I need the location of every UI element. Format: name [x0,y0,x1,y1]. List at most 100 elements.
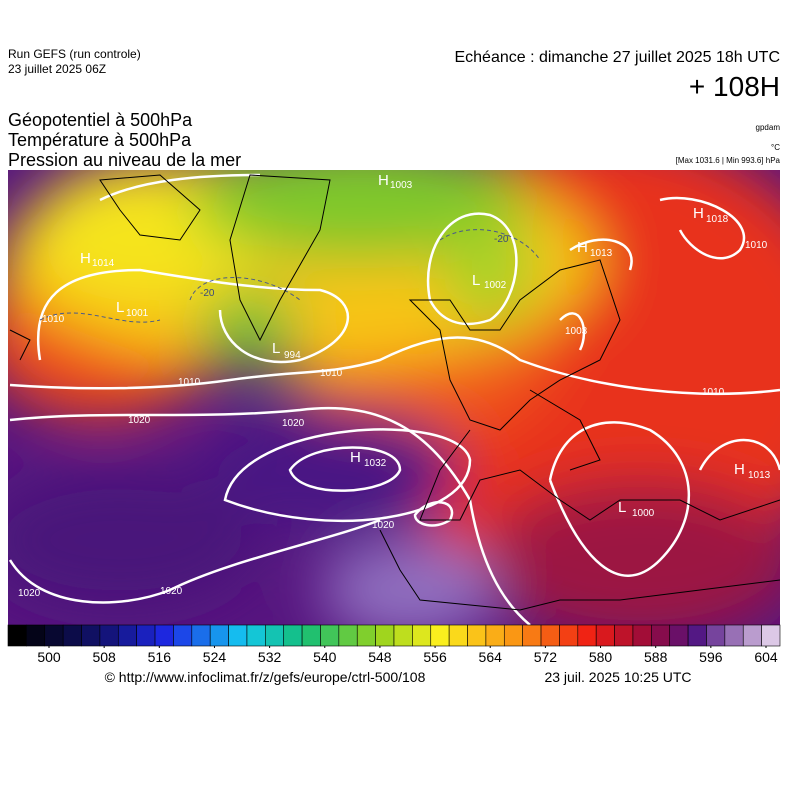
lead-time: + 108H [689,71,780,102]
colorbar-cell [540,624,560,647]
temperature-label: -20 [494,234,509,245]
colorbar-cell [26,624,46,647]
run-date: 23 juillet 2025 06Z [8,62,106,76]
range: [Max 1031.6 | Min 993.6] hPa [676,156,781,165]
colorbar-cell [7,624,27,647]
colorbar-cell [724,624,744,647]
center-symbol: L [116,299,124,316]
generated: 23 juil. 2025 10:25 UTC [544,669,691,685]
isobar-label: 1020 [160,586,183,597]
colorbar-label: 532 [258,649,282,665]
center-value: 1003 [390,180,413,191]
colorbar-cell [44,624,64,647]
colorbar-cell [430,624,450,647]
center-value: 1002 [484,280,507,291]
colorbar-cell [154,624,174,647]
colorbar-cell [448,624,468,647]
colorbar-cell [614,624,634,647]
center-symbol: H [734,461,745,478]
colorbar-cell [191,624,211,647]
source: © http://www.infoclimat.fr/z/gefs/europe… [105,669,426,685]
isobar-label: 1020 [282,418,305,429]
colorbar-label: 572 [534,649,558,665]
colorbar-label: 548 [368,649,392,665]
isobar-label: 1010 [178,377,201,388]
colorbar-cell [761,624,781,647]
colorbar-cell [117,624,137,647]
colorbar-cell [595,624,615,647]
center-symbol: L [472,272,480,289]
center-symbol: L [272,340,280,357]
colorbar-cell [632,624,652,647]
map [8,170,780,625]
colorbar-label: 500 [37,649,61,665]
colorbar-label: 516 [148,649,172,665]
colorbar-label: 604 [754,649,778,665]
colorbar-cell [136,624,156,647]
colorbar-cell [412,624,432,647]
center-value: 1003 [565,326,588,337]
colorbar-cell [62,624,82,647]
isobar-label: 1020 [128,415,151,426]
colorbar: 500 508 516 524 532 540 548 556 564 572 580 588 596 6… [7,624,781,665]
colorbar-cell [706,624,726,647]
colorbar-cell [559,624,579,647]
colorbar-label: 564 [479,649,503,665]
colorbar-cell [577,624,597,647]
run: Run GEFS (run controle) [8,47,141,61]
unit: °C [771,143,780,152]
echeance: Echéance : dimanche 27 juillet 2025 18h … [454,49,780,66]
center-value: 1018 [706,214,729,225]
colorbar-cell [356,624,376,647]
center-symbol: H [80,250,91,267]
colorbar-cell [485,624,505,647]
unit: gpdam [756,123,781,132]
colorbar-cell [503,624,523,647]
temperature-label: -20 [200,288,215,299]
colorbar-cell [246,624,266,647]
center-value: 994 [284,350,301,361]
isobar-label: 1020 [372,520,395,531]
colorbar-cell [228,624,248,647]
center-symbol: H [378,172,389,189]
title: Pression au niveau de la mer [8,150,241,170]
colorbar-label: 580 [589,649,613,665]
isobar-label: 1010 [320,368,343,379]
colorbar-label: 540 [313,649,337,665]
isobar-label: 1020 [18,588,41,599]
center-symbol: H [693,205,704,222]
colorbar-cell [375,624,395,647]
center-value: 1013 [590,248,613,259]
colorbar-cell [393,624,413,647]
center-symbol: H [577,239,588,256]
colorbar-cell [173,624,193,647]
center-value: 1013 [748,470,771,481]
colorbar-label: 524 [203,649,227,665]
colorbar-cell [467,624,487,647]
isobar-label: 1010 [745,240,768,251]
colorbar-label: 588 [644,649,668,665]
colorbar-cell [742,624,762,647]
colorbar-cell [209,624,229,647]
colorbar-cell [301,624,321,647]
colorbar-label: 596 [699,649,723,665]
center-value: 1032 [364,458,387,469]
colorbar-cell [687,624,707,647]
isobar-label: 1010 [702,387,725,398]
center-value: 1001 [126,308,149,319]
colorbar-cell [651,624,671,647]
center-value: 1014 [92,258,115,269]
colorbar-label: 508 [92,649,116,665]
colorbar-cell [265,624,285,647]
colorbar-cell [99,624,119,647]
colorbar-label: 556 [423,649,447,665]
colorbar-cell [320,624,340,647]
colorbar-cell [81,624,101,647]
center-value: 1000 [632,508,655,519]
title: Géopotentiel à 500hPa [8,110,193,130]
colorbar-cell [522,624,542,647]
center-symbol: L [618,499,626,516]
colorbar-cell [338,624,358,647]
colorbar-cell [283,624,303,647]
